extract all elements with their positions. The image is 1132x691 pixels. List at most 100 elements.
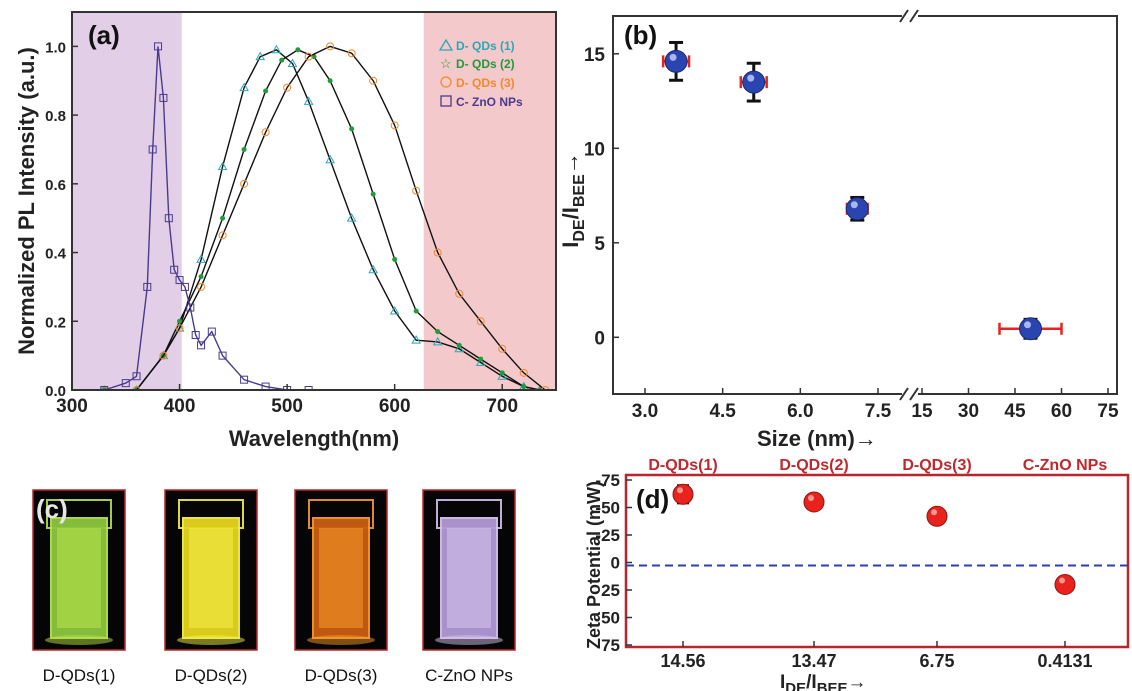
series-line-1 (104, 49, 541, 390)
vial-photo: D-QDs(1) (32, 489, 126, 685)
y-tick-label: 0 (594, 328, 605, 349)
series-point (220, 215, 226, 221)
vial-glow (319, 528, 363, 628)
x-tick-label: 6.75 (919, 651, 954, 671)
series-point (497, 371, 508, 380)
series-point (241, 146, 247, 152)
x-tick-label: 15 (911, 401, 933, 422)
panel-a: 300 400 500 600 700 0.0 0.2 0.4 0.6 0.8 1.0 (a) W… (14, 11, 557, 451)
series-point (197, 341, 206, 350)
series-point (304, 52, 313, 61)
series-point (132, 372, 141, 381)
legend-label-dqd1: D- QDs (1) (456, 39, 515, 53)
panel-d-frame (624, 473, 1130, 649)
series-point (498, 344, 507, 353)
point-highlight (850, 201, 858, 209)
point-highlight (1024, 321, 1031, 329)
series-point (455, 289, 464, 298)
series-point (326, 42, 335, 51)
vial-photo: C-ZnO NPs (422, 489, 516, 685)
x-tick-label: 500 (271, 396, 303, 417)
panel-b-ylabel: IDE/IBEE→ (558, 152, 588, 248)
legend-label-dqd3: D- QDs (3) (456, 76, 515, 90)
series-point (432, 336, 443, 346)
legend-item-czno: C- ZnO NPs (440, 95, 523, 109)
panel-b-xlabel: Size (nm)→ (757, 426, 877, 451)
series-point (325, 154, 335, 164)
x-tick-label: 600 (379, 396, 411, 417)
series-point (121, 379, 130, 388)
data-point (803, 491, 825, 513)
point-highlight (747, 74, 755, 82)
series-point (218, 351, 227, 360)
series-point (369, 76, 378, 85)
x-tick-label: 75 (1097, 401, 1119, 422)
series-point (389, 305, 400, 315)
series-point (197, 282, 206, 291)
series-point (170, 265, 179, 274)
data-point (998, 317, 1063, 341)
y-tick-label: -50 (595, 499, 620, 518)
series-point (519, 368, 528, 377)
panel-a-shade-left (72, 12, 182, 390)
panel-a-ylabel: Normalized PL Intensity (a.u.) (14, 47, 39, 355)
series-point (475, 357, 486, 367)
y-tick-label: 25 (601, 581, 620, 600)
x-tick-label: 60 (1051, 401, 1072, 422)
y-tick-label: 50 (601, 609, 620, 628)
series-point (370, 191, 376, 197)
series-point (217, 161, 228, 171)
series-point (263, 88, 269, 94)
legend-label-dqd2: D- QDs (2) (456, 57, 515, 71)
series-point (279, 57, 285, 63)
series-point (413, 308, 419, 314)
series-point (287, 58, 298, 68)
series-point (186, 303, 195, 312)
series-point (174, 323, 185, 332)
panel-a-y-ticks: 0.0 0.2 0.4 0.6 0.8 1.0 (45, 39, 78, 400)
panel-a-x-ticks: 300 400 500 600 700 (56, 384, 518, 417)
point-marker (803, 491, 825, 513)
vial-base-glow (177, 635, 245, 645)
data-point (926, 505, 948, 527)
vial-photo: D-QDs(3) (294, 489, 388, 685)
series-point (541, 386, 550, 390)
series-point (143, 282, 152, 291)
series-point (218, 231, 227, 240)
series-point (255, 51, 266, 61)
panel-a-label: (a) (88, 20, 120, 50)
vial-caption: D-QDs(2) (175, 666, 248, 685)
vial-base-glow (45, 635, 113, 645)
series-point (154, 42, 163, 51)
circle-marker-icon (440, 76, 452, 88)
series-point (100, 386, 109, 390)
series-point (412, 186, 421, 195)
panel-d-ylabel: Zeta Potential (mW) (584, 481, 604, 649)
vial-base-glow (307, 635, 375, 645)
series-point (240, 375, 249, 384)
series-point (521, 384, 527, 390)
series-point (392, 256, 398, 262)
series-point (304, 386, 313, 390)
series-line-2 (104, 45, 546, 390)
y-tick-label: 0.4 (45, 246, 67, 263)
star-marker-icon: ☆ (440, 56, 452, 71)
y-tick-label: 10 (584, 139, 605, 160)
square-marker-icon (440, 95, 452, 107)
series-point (433, 248, 442, 257)
y-tick-label: 0 (611, 554, 620, 573)
point-highlight (1059, 577, 1065, 584)
panel-d-points (672, 483, 1076, 595)
point-highlight (808, 495, 814, 501)
vial-photo: D-QDs(2) (164, 489, 258, 685)
x-tick-label: 4.5 (709, 401, 736, 422)
series-point (177, 318, 183, 324)
y-tick-label: 0.2 (45, 314, 66, 331)
legend-item-dqd1: D- QDs (1) (438, 38, 515, 53)
series-point (271, 44, 282, 54)
panel-b-frame (612, 15, 1118, 395)
panel-d-xlabel: IDE/IBEE→ (780, 672, 867, 691)
x-tick-label: 13.47 (791, 651, 836, 671)
panel-b-y-ticks: 0 5 10 15 (584, 45, 619, 349)
